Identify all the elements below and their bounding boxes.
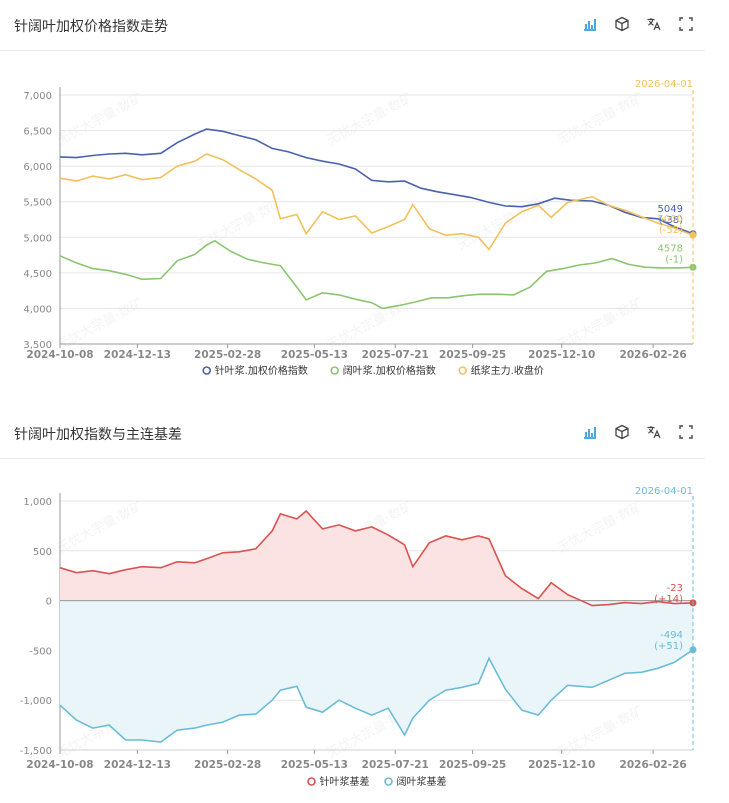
translate-icon[interactable] xyxy=(645,423,663,441)
y-tick-label: 500 xyxy=(33,547,52,558)
legend-item: 阔叶浆基差 xyxy=(384,775,447,788)
y-tick-label: -1,500 xyxy=(20,746,52,757)
y-tick-label: 5,000 xyxy=(23,233,52,244)
watermark: 无忧大宗量·数矿 xyxy=(554,703,646,762)
x-tick-label: 2026-02-26 xyxy=(620,759,687,771)
bar-chart-icon[interactable] xyxy=(581,15,599,33)
x-tick-label: 2024-10-08 xyxy=(26,759,93,771)
y-tick-label: 1,000 xyxy=(23,497,52,508)
cube-icon[interactable] xyxy=(613,15,631,33)
x-tick-label: 2024-12-13 xyxy=(104,349,171,361)
y-tick-label: 6,000 xyxy=(23,162,52,173)
watermark: 无忧大宗量·数矿 xyxy=(324,295,416,354)
end-value-label: -494 xyxy=(660,630,683,641)
legend-item: 针叶浆基差 xyxy=(307,775,370,788)
y-tick-label: 5,500 xyxy=(23,198,52,209)
y-tick-label: 3,500 xyxy=(23,340,52,351)
x-tick-label: 2025-07-21 xyxy=(362,759,429,771)
end-change-label: (-38) xyxy=(659,215,683,226)
x-tick-label: 2025-12-10 xyxy=(528,759,595,771)
series-line xyxy=(59,509,694,607)
legend-label: 阔叶浆.加权价格指数 xyxy=(343,364,436,377)
legend-item: 阔叶浆.加权价格指数 xyxy=(330,364,436,377)
x-tick-label: 2024-12-13 xyxy=(104,759,171,771)
y-tick-label: -1,000 xyxy=(20,696,52,707)
legend-item: 纸浆主力.收盘价 xyxy=(458,364,544,377)
marker-label: 2026-04-01 xyxy=(635,79,693,90)
legend-label: 针叶浆基差 xyxy=(320,775,370,788)
series-line xyxy=(59,128,694,235)
legend-swatch xyxy=(202,366,211,375)
series-line xyxy=(59,153,694,251)
panel-header: 针阔叶加权指数与主连基差 xyxy=(0,408,705,459)
fullscreen-icon[interactable] xyxy=(677,15,695,33)
end-change-label: (+51) xyxy=(654,641,683,652)
x-tick-label: 2025-07-21 xyxy=(362,349,429,361)
panel-toolbar xyxy=(581,15,695,33)
watermark: 无忧大宗量·数矿 xyxy=(554,498,646,557)
end-value-label: 4578 xyxy=(658,243,683,254)
x-tick-label: 2025-02-28 xyxy=(194,349,261,361)
y-tick-label: 0 xyxy=(46,597,52,608)
watermark: 无忧大宗量·数矿 xyxy=(554,90,646,149)
cube-icon[interactable] xyxy=(613,423,631,441)
basis-panel: 针阔叶加权指数与主连基差 无忧大宗量·数矿无忧大宗量·数矿无忧大宗量·数矿无忧大… xyxy=(0,408,705,803)
marker-label: 2026-04-01 xyxy=(635,486,693,497)
series-area xyxy=(60,510,693,606)
x-tick-label: 2026-02-26 xyxy=(620,349,687,361)
y-tick-label: 4,000 xyxy=(23,304,52,315)
legend-label: 纸浆主力.收盘价 xyxy=(471,364,544,377)
x-tick-label: 2025-12-10 xyxy=(528,349,595,361)
legend-swatch xyxy=(330,366,340,375)
end-change-label: (+14) xyxy=(654,594,683,605)
y-tick-label: 4,500 xyxy=(23,269,52,280)
legend-swatch xyxy=(384,777,393,786)
x-tick-label: 2025-09-25 xyxy=(439,759,506,771)
legend-item: 针叶浆.加权价格指数 xyxy=(202,364,308,377)
series-area xyxy=(60,600,693,743)
watermark: 无忧大宗量·数矿 xyxy=(324,90,416,149)
legend-label: 针叶浆.加权价格指数 xyxy=(215,364,308,377)
translate-icon[interactable] xyxy=(645,15,663,33)
series-line xyxy=(59,239,694,310)
legend-swatch xyxy=(458,366,468,375)
x-tick-label: 2025-05-13 xyxy=(281,759,348,771)
y-tick-label: 6,500 xyxy=(23,127,52,138)
fullscreen-icon[interactable] xyxy=(677,423,695,441)
watermark: 无忧大宗量·数矿 xyxy=(454,195,546,254)
watermark: 无忧大宗量·数矿 xyxy=(554,295,646,354)
panel-title: 针阔叶加权价格指数走势 xyxy=(14,19,168,35)
price-index-chart: 无忧大宗量·数矿无忧大宗量·数矿无忧大宗量·数矿无忧大宗量·数矿无忧大宗量·数矿… xyxy=(23,79,697,377)
end-value-label: 5000 xyxy=(658,214,683,225)
series-end-point xyxy=(689,646,697,654)
y-tick-label: 7,000 xyxy=(23,91,52,102)
y-tick-label: -500 xyxy=(29,646,52,657)
watermark: 无忧大宗量·数矿 xyxy=(54,498,146,557)
basis-chart: 无忧大宗量·数矿无忧大宗量·数矿无忧大宗量·数矿无忧大宗量·数矿无忧大宗量·数矿… xyxy=(20,486,697,788)
panel-toolbar xyxy=(581,423,695,441)
x-tick-label: 2025-05-13 xyxy=(281,349,348,361)
x-tick-label: 2025-09-25 xyxy=(439,349,506,361)
watermark: 无忧大宗量·数矿 xyxy=(54,90,146,149)
end-value-label: -23 xyxy=(667,583,683,594)
end-change-label: (-1) xyxy=(665,254,683,265)
end-value-label: 5049 xyxy=(658,204,683,215)
bar-chart-icon[interactable] xyxy=(581,423,599,441)
x-tick-label: 2025-02-28 xyxy=(194,759,261,771)
legend-label: 阔叶浆基差 xyxy=(397,775,447,788)
end-change-label: (-52) xyxy=(659,225,683,236)
panel-header: 针阔叶加权价格指数走势 xyxy=(0,0,705,51)
legend-swatch xyxy=(307,777,316,786)
series-line xyxy=(59,649,694,743)
x-tick-label: 2024-10-08 xyxy=(26,349,93,361)
series-end-point xyxy=(689,231,697,239)
price-index-panel: 针阔叶加权价格指数走势 无忧大宗量·数矿无忧大宗量·数矿无忧大宗量·数矿无忧大宗… xyxy=(0,0,705,395)
watermark: 无忧大宗量·数矿 xyxy=(54,295,146,354)
panel-title: 针阔叶加权指数与主连基差 xyxy=(14,427,182,443)
